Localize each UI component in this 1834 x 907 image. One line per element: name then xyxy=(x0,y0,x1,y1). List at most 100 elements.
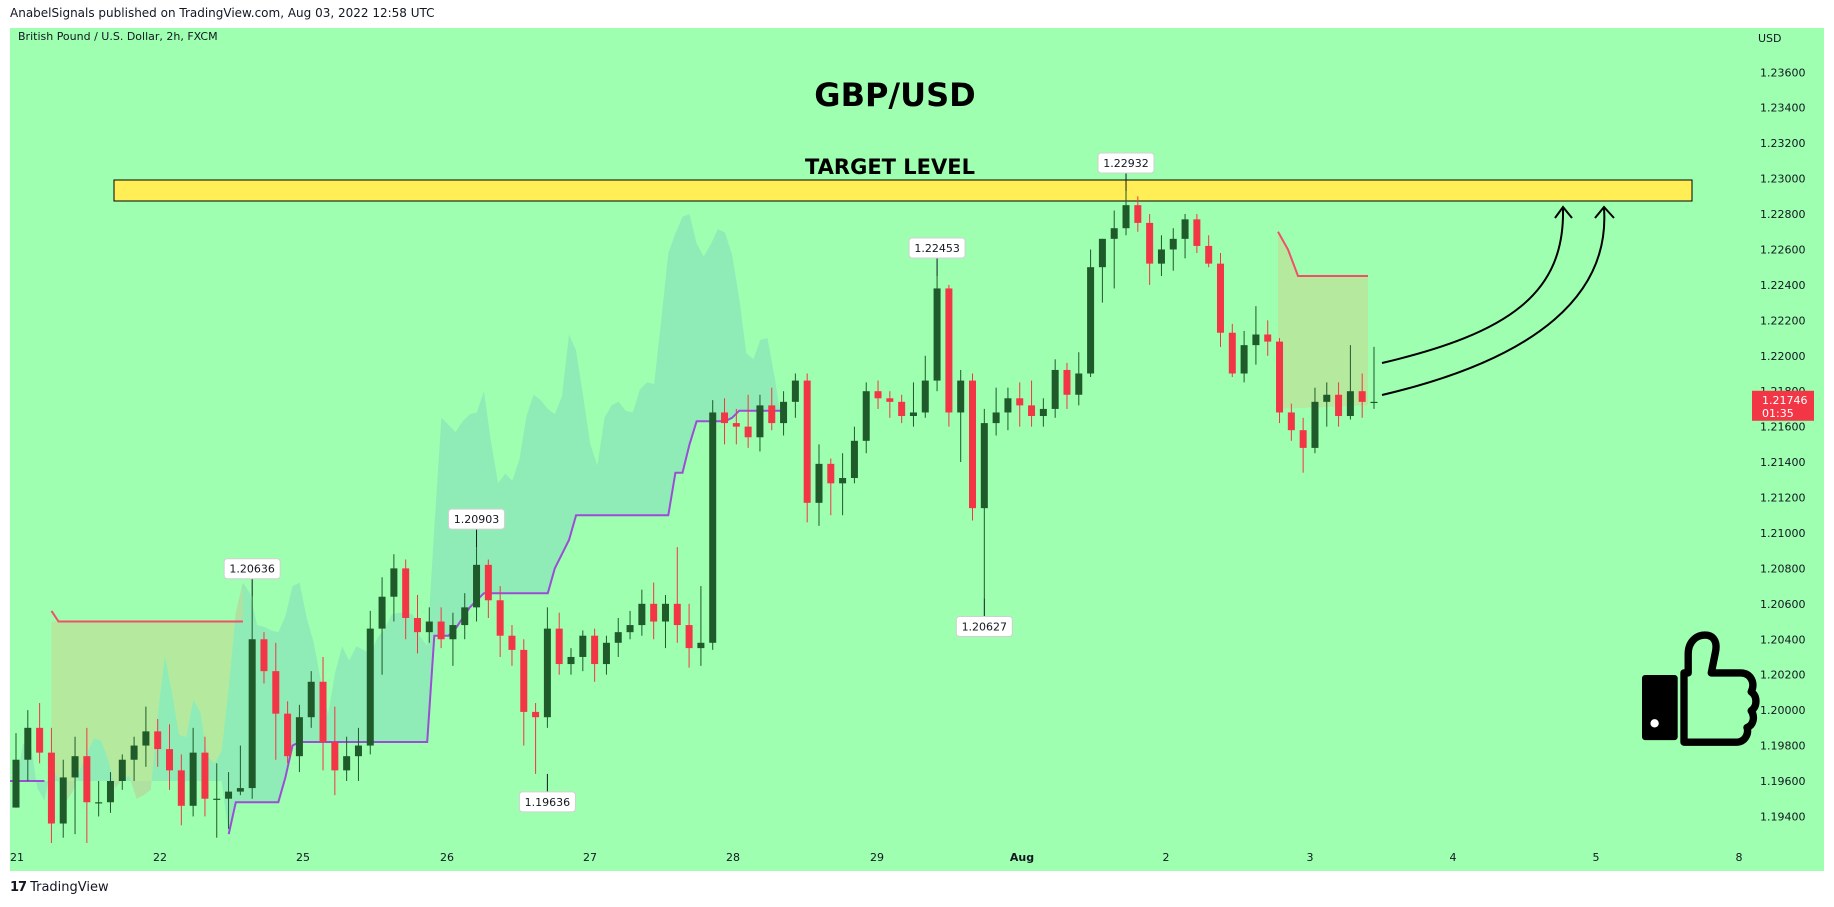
candle xyxy=(71,736,79,835)
candle-body xyxy=(496,600,504,636)
candle-body xyxy=(1146,222,1154,264)
countdown-label: 01:35 xyxy=(1762,407,1794,420)
candle xyxy=(1335,382,1343,427)
candle xyxy=(579,630,587,672)
candle-body xyxy=(201,752,209,799)
y-tick-label: 1.23400 xyxy=(1760,102,1806,115)
candle-body xyxy=(839,478,847,484)
candle xyxy=(484,559,492,618)
candle xyxy=(638,589,646,636)
candle-body xyxy=(189,752,197,806)
x-tick-label: 2 xyxy=(1163,851,1170,864)
tradingview-brand: TradingView xyxy=(30,880,109,895)
candle-body xyxy=(366,628,374,746)
candle-body xyxy=(898,401,906,417)
candle xyxy=(1252,306,1260,365)
candle xyxy=(626,610,634,640)
candle xyxy=(1358,373,1366,418)
price-callout: 1.20636 xyxy=(223,558,281,597)
candle xyxy=(130,736,138,781)
candle-body xyxy=(236,788,244,792)
target-zone xyxy=(113,179,1693,202)
candle-body xyxy=(307,681,315,718)
candle xyxy=(969,373,977,521)
candle xyxy=(1287,403,1295,441)
candle xyxy=(850,426,858,484)
callout-label: 1.20636 xyxy=(229,563,275,576)
candle-body xyxy=(791,380,799,402)
candle xyxy=(1075,352,1083,406)
candle-body xyxy=(437,621,445,640)
candle xyxy=(1169,228,1177,271)
x-tick-label: 27 xyxy=(583,851,597,864)
x-tick-label: Aug xyxy=(1010,851,1034,864)
callout-label: 1.22932 xyxy=(1103,157,1149,170)
candle xyxy=(236,745,244,796)
candle-body xyxy=(555,628,563,665)
candle xyxy=(980,408,988,599)
x-tick-label: 22 xyxy=(153,851,167,864)
candle xyxy=(839,453,847,516)
candle xyxy=(272,642,280,760)
chart-area[interactable]: TARGET LEVEL 1.20636 1.20903 1.19636 1.2245… xyxy=(10,28,1824,871)
candle xyxy=(827,458,835,516)
candle xyxy=(697,586,705,666)
candle xyxy=(1087,249,1095,378)
candle-body xyxy=(343,756,351,771)
candle xyxy=(331,706,339,796)
candle-body xyxy=(721,412,729,424)
candle xyxy=(709,400,717,650)
candle-body xyxy=(71,756,79,778)
price-label-layer: 1.20636 1.20903 1.19636 1.22453 1.20627 1.229… xyxy=(223,152,1155,813)
candle-body xyxy=(1311,401,1319,448)
candle xyxy=(166,724,174,790)
x-tick-label: 8 xyxy=(1736,851,1743,864)
candle xyxy=(1264,320,1272,356)
y-tick-label: 1.19400 xyxy=(1760,810,1806,823)
candle xyxy=(803,373,811,523)
candle xyxy=(366,610,374,755)
candle-body xyxy=(1335,394,1343,417)
candle-body xyxy=(106,780,114,803)
candle xyxy=(59,759,67,838)
currency-label: USD xyxy=(1758,32,1782,45)
y-tick-label: 1.20000 xyxy=(1760,704,1806,717)
candle xyxy=(909,382,917,427)
candle xyxy=(732,408,740,445)
candle-body xyxy=(1134,205,1142,223)
candle-body xyxy=(166,749,174,771)
candle xyxy=(815,444,823,526)
candle-body xyxy=(331,742,339,771)
candle xyxy=(1228,323,1236,378)
y-tick-label: 1.20400 xyxy=(1760,633,1806,646)
candle-body xyxy=(1063,369,1071,395)
projection-arrows xyxy=(1381,205,1615,396)
candle xyxy=(118,754,126,790)
candle xyxy=(461,593,469,640)
candle-body xyxy=(425,621,433,633)
candle xyxy=(1323,382,1331,427)
callout-box xyxy=(223,558,281,580)
callout-label: 1.19636 xyxy=(525,796,571,809)
x-tick-label: 5 xyxy=(1593,851,1600,864)
candle xyxy=(1205,235,1213,268)
candle-body xyxy=(47,752,55,824)
candle xyxy=(768,387,776,431)
y-tick-label: 1.23200 xyxy=(1760,137,1806,150)
candlestick-chart[interactable]: TARGET LEVEL 1.20636 1.20903 1.19636 1.2245… xyxy=(10,28,1824,871)
y-tick-label: 1.21200 xyxy=(1760,492,1806,505)
candle xyxy=(1346,345,1354,420)
x-tick-label: 21 xyxy=(10,851,24,864)
tradingview-footer[interactable]: 17 TradingView xyxy=(10,880,109,895)
candle xyxy=(1122,191,1130,236)
candle-body xyxy=(225,791,233,799)
tradingview-logo-icon: 17 xyxy=(10,880,27,895)
thumbs-up-icon xyxy=(1642,631,1760,746)
y-tick-label: 1.21000 xyxy=(1760,527,1806,540)
candle xyxy=(248,596,256,799)
candle xyxy=(874,380,882,409)
candle xyxy=(154,718,162,767)
candle xyxy=(213,763,221,838)
candle-body xyxy=(673,603,681,626)
